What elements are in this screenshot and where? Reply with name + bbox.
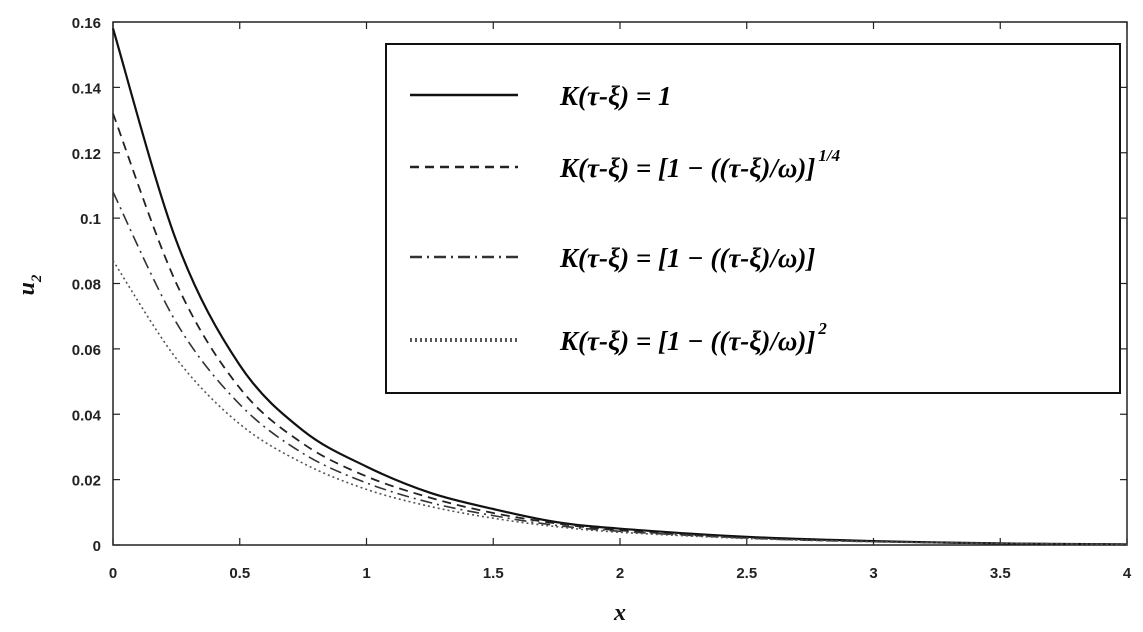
- y-tick-label: 0.04: [72, 407, 102, 424]
- y-axis-label-sub: 2: [29, 274, 45, 283]
- legend-entry: K(τ-ξ) = [1 − ((τ-ξ)/ω)] 2: [559, 319, 827, 356]
- y-tick-label: 0.08: [72, 277, 101, 294]
- x-tick-label: 4: [1123, 565, 1132, 582]
- y-tick-label: 0.12: [72, 146, 101, 163]
- x-tick-label: 0: [109, 565, 117, 582]
- series-line-solid: [111, 28, 1128, 546]
- y-tick-label: 0.02: [72, 473, 101, 490]
- legend-entry-main: K(τ-ξ) = [1 − ((τ-ξ)/ω)]: [559, 243, 815, 273]
- legend: K(τ-ξ) = 1K(τ-ξ) = [1 − ((τ-ξ)/ω)] 1/4K(τ…: [385, 43, 1121, 394]
- legend-entry-main: K(τ-ξ) = [1 − ((τ-ξ)/ω)]: [559, 153, 815, 183]
- legend-box: [385, 43, 1121, 394]
- legend-entry-exponent: 1/4: [818, 146, 840, 165]
- y-tick-label: 0.1: [80, 211, 101, 228]
- x-axis-label: x: [613, 600, 626, 626]
- y-axis-label-main: u: [14, 282, 40, 295]
- y-tick-label: 0: [93, 538, 101, 555]
- series-layer: [111, 28, 1128, 546]
- legend-entry: K(τ-ξ) = [1 − ((τ-ξ)/ω)] 1/4: [559, 146, 840, 183]
- y-tick-label: 0.16: [72, 15, 101, 32]
- x-tick-label: 2.5: [736, 565, 757, 582]
- x-tick-label: 2: [616, 565, 624, 582]
- x-tick-label: 3.5: [990, 565, 1011, 582]
- x-tick-label: 1.5: [483, 565, 504, 582]
- legend-entry-exponent: 2: [817, 319, 827, 338]
- y-tick-label: 0.06: [72, 342, 101, 359]
- axis-ticks: 0 0.5 1 1.5 2 2.5 3 3.5 4 0 0.02 0.04 0.06 0.08 0.1 0.1…: [72, 15, 1132, 582]
- legend-entry-main: K(τ-ξ) = [1 − ((τ-ξ)/ω)]: [559, 326, 815, 356]
- legend-entry: K(τ-ξ) = 1: [559, 81, 671, 111]
- x-tick-label: 3: [869, 565, 877, 582]
- svg-text:u2: u2: [14, 274, 45, 295]
- legend-entry-main: K(τ-ξ) = 1: [559, 81, 671, 111]
- y-tick-label: 0.14: [72, 80, 102, 97]
- y-axis-label: u2: [14, 274, 45, 295]
- x-tick-label: 0.5: [229, 565, 250, 582]
- series-line-dotted: [112, 260, 1128, 546]
- legend-entry: K(τ-ξ) = [1 − ((τ-ξ)/ω)]: [559, 243, 815, 273]
- x-tick-label: 1: [362, 565, 370, 582]
